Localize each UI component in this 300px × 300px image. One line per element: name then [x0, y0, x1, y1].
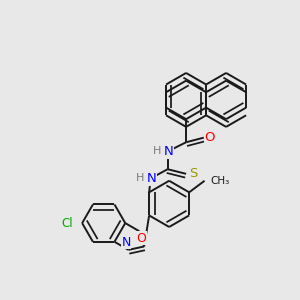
Text: H: H [136, 173, 145, 184]
Text: O: O [205, 131, 215, 144]
Text: S: S [189, 167, 197, 180]
Text: N: N [147, 172, 156, 185]
Text: CH₃: CH₃ [211, 176, 230, 186]
Text: Cl: Cl [61, 217, 73, 230]
Text: N: N [122, 236, 131, 249]
Text: O: O [136, 232, 146, 244]
Text: H: H [153, 146, 161, 157]
Text: N: N [164, 145, 173, 158]
